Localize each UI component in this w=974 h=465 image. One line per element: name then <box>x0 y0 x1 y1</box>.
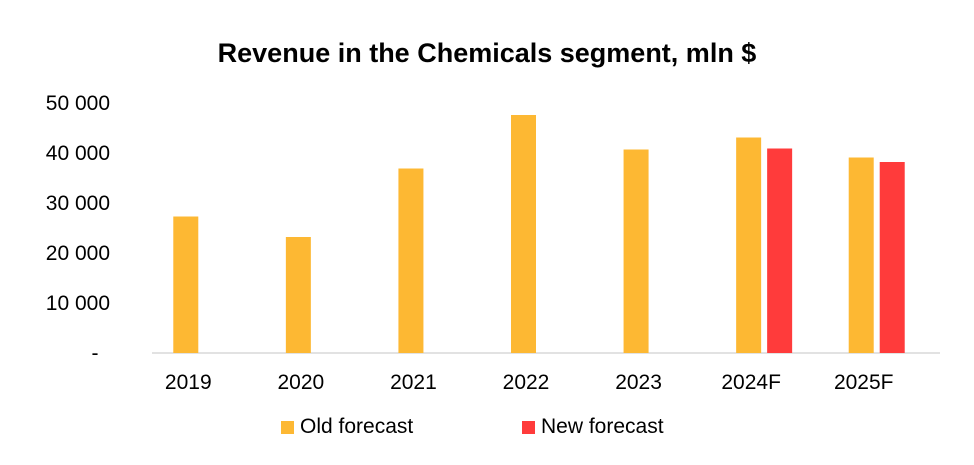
x-tick-label: 2021 <box>390 371 437 394</box>
legend-swatch-old <box>281 420 294 434</box>
legend-swatch-new <box>522 420 535 434</box>
legend-item-old-forecast: Old forecast <box>281 415 413 439</box>
x-tick-label: 2022 <box>503 371 550 394</box>
legend-label-new: New forecast <box>541 415 664 438</box>
y-tick-label: 40 000 <box>46 142 110 165</box>
x-tick-label: 2020 <box>277 371 324 394</box>
bar-old-2021 <box>398 168 424 353</box>
y-tick-label: 50 000 <box>46 92 110 115</box>
bars <box>173 115 905 353</box>
x-tick-label: 2023 <box>615 371 662 394</box>
plot-area: - 10 000 20 000 30 000 40 000 50 000 2019 2020… <box>46 92 940 394</box>
bar-old-2024f <box>736 137 762 353</box>
chart-title: Revenue in the Chemicals segment, mln $ <box>217 38 757 68</box>
y-tick-label: 10 000 <box>46 292 110 315</box>
bar-old-2019 <box>173 216 199 353</box>
bar-old-2025f <box>848 157 874 353</box>
legend: Old forecast New forecast <box>0 415 974 445</box>
bar-old-2022 <box>511 115 536 353</box>
x-tick-label: 2024F <box>721 371 781 394</box>
bar-old-2023 <box>623 149 649 353</box>
y-axis: - 10 000 20 000 30 000 40 000 50 000 <box>46 92 110 365</box>
x-axis: 2019 2020 2021 2022 2023 2024F 2025F <box>165 371 894 394</box>
y-tick-label: 20 000 <box>46 242 110 265</box>
x-tick-label: 2025F <box>834 371 894 394</box>
bar-old-2020 <box>285 237 311 353</box>
y-tick-label: 30 000 <box>46 192 110 215</box>
bar-new-2025f <box>879 162 905 353</box>
legend-label-old: Old forecast <box>300 415 414 438</box>
bar-new-2024f <box>767 148 793 353</box>
y-tick-label: - <box>92 342 99 365</box>
legend-item-new-forecast: New forecast <box>522 415 664 439</box>
x-tick-label: 2019 <box>165 371 212 394</box>
